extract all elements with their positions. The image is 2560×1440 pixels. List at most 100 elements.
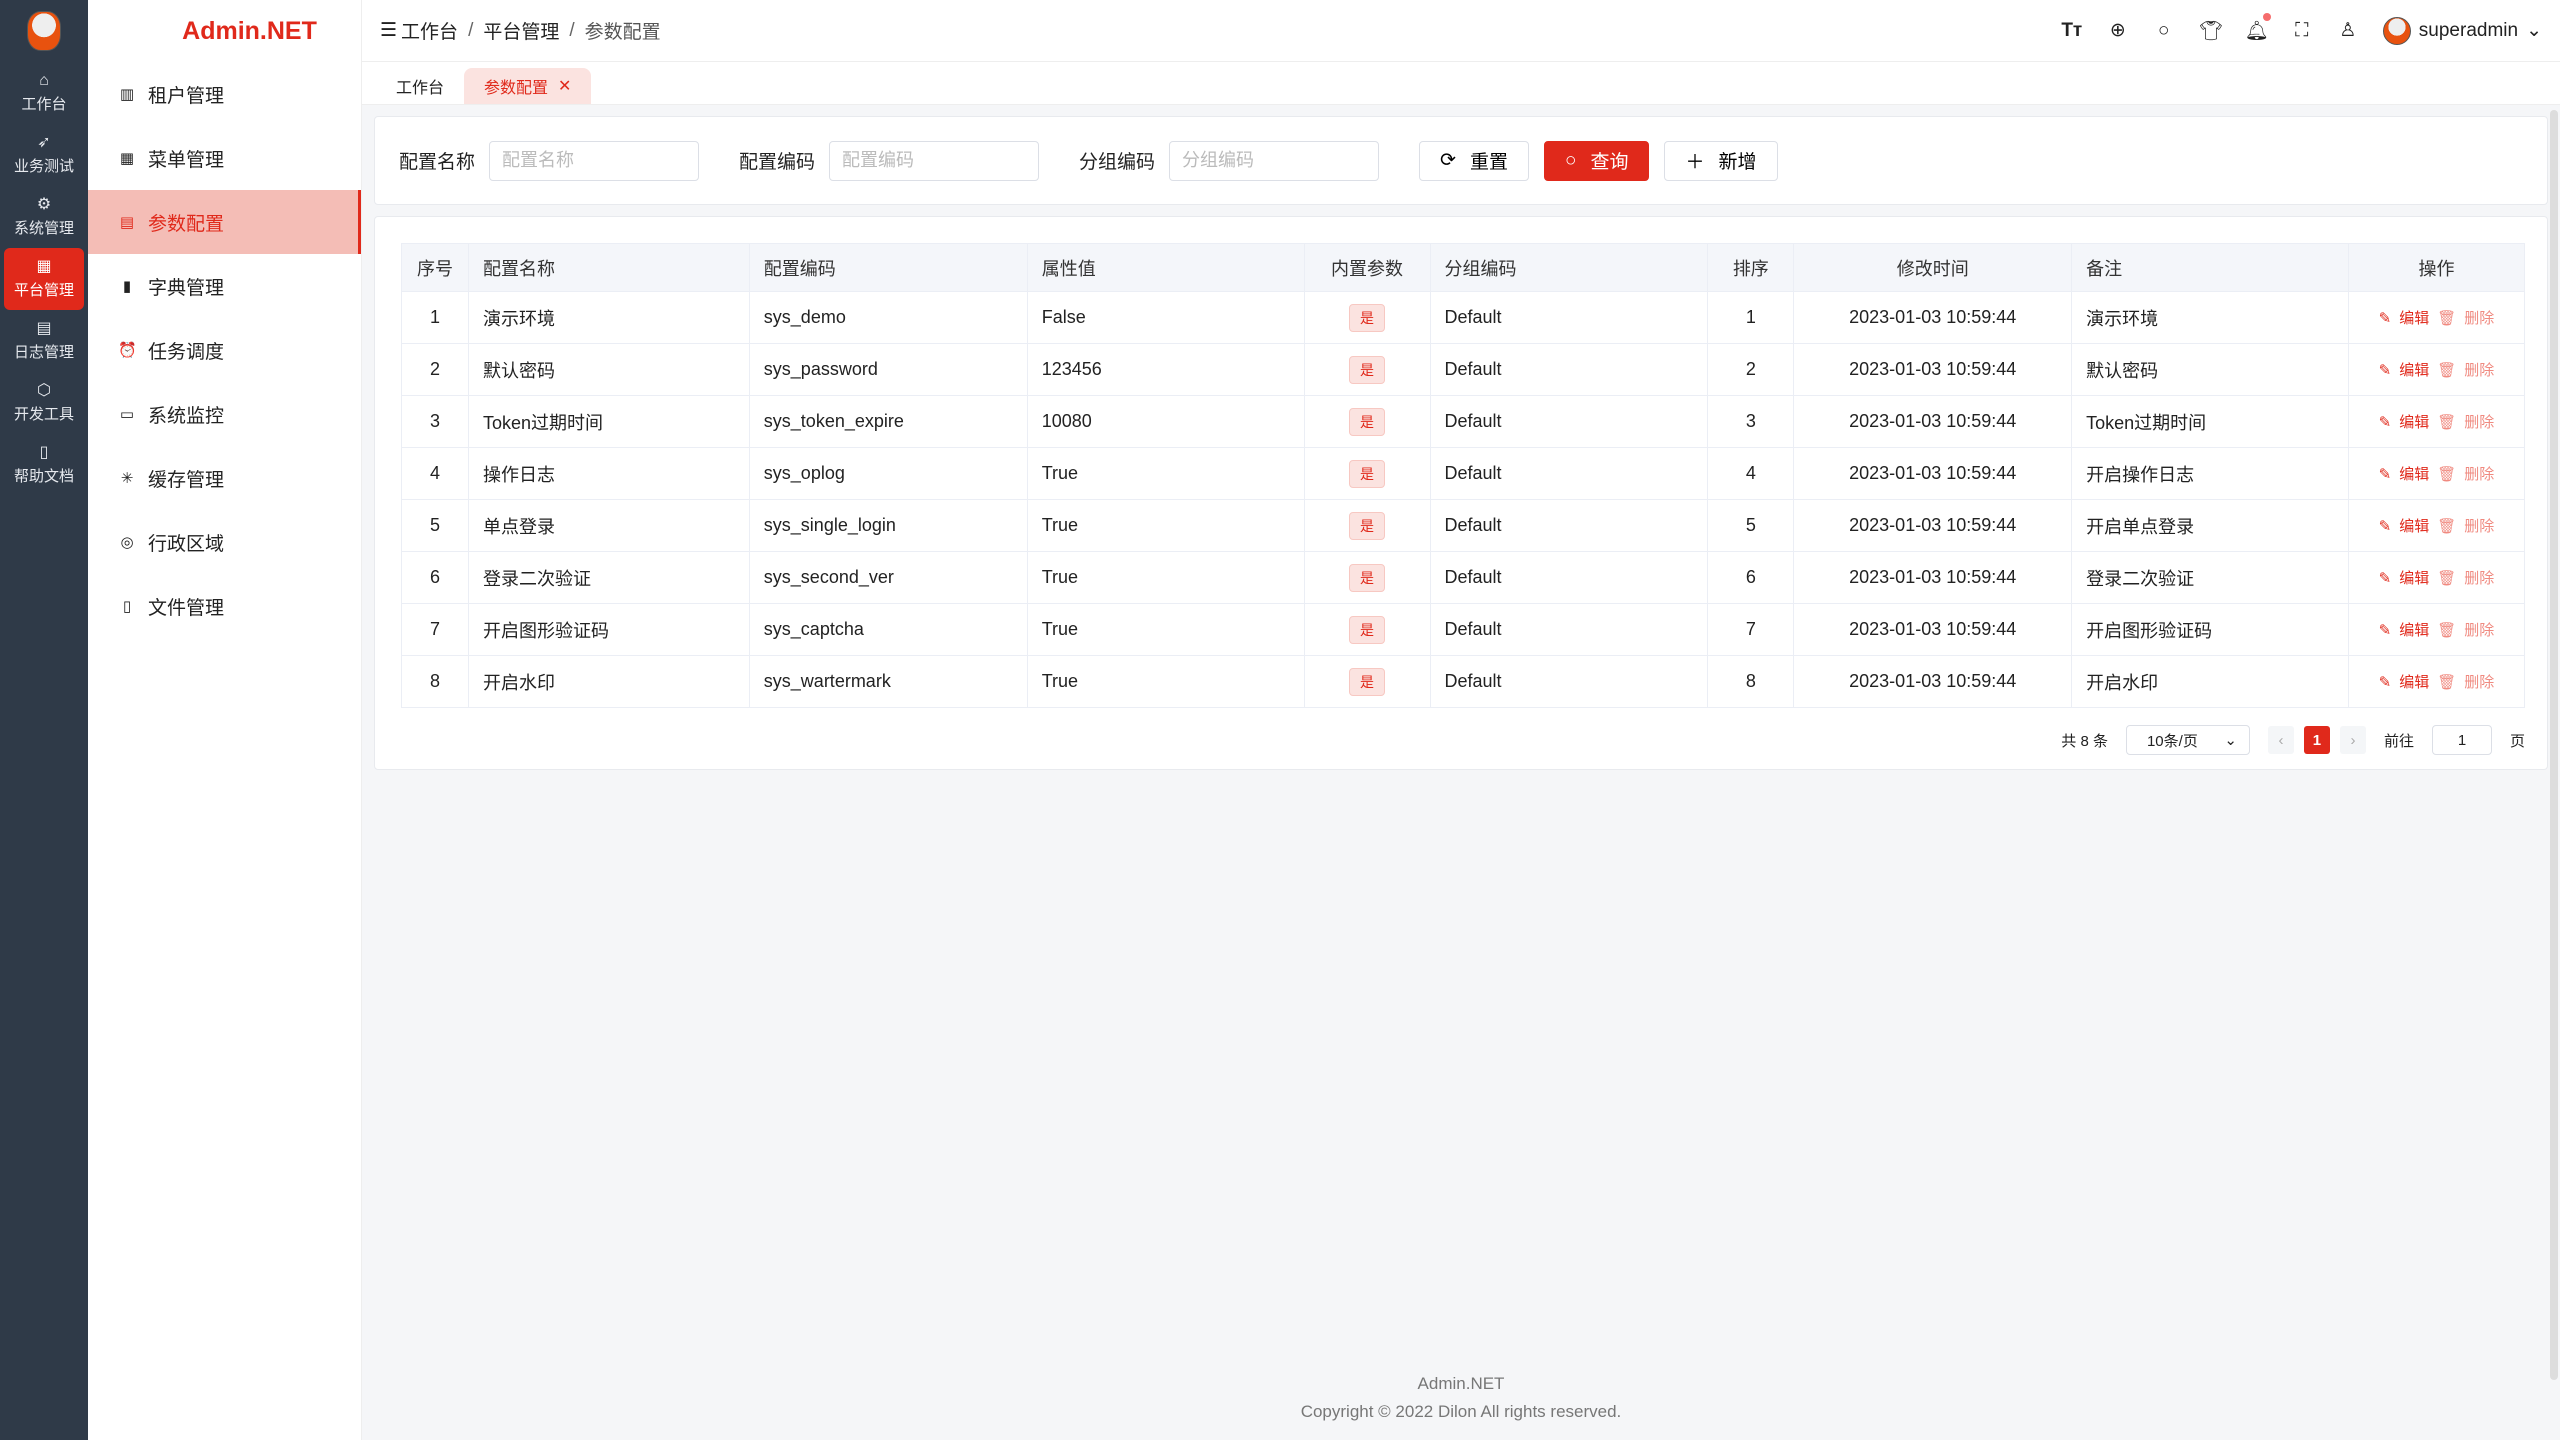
edit-icon[interactable]: ✎ [2378, 569, 2392, 587]
menu-grid-icon: ▦ [119, 150, 135, 167]
delete-button[interactable]: 删除 [2464, 622, 2495, 640]
page-1-button[interactable]: 1 [2303, 726, 2330, 754]
trash-icon[interactable]: 🗑︎ [2437, 673, 2457, 691]
breadcrumb-item[interactable]: 平台管理 [483, 22, 560, 43]
breadcrumb-item[interactable]: 工作台 [401, 22, 459, 43]
delete-button[interactable]: 删除 [2464, 570, 2495, 588]
config-code-input[interactable] [829, 140, 1040, 181]
column-header[interactable]: 排序 [1707, 243, 1795, 292]
username: superadmin [2418, 19, 2519, 41]
search-icon[interactable]: ○ [2158, 19, 2170, 41]
edit-button[interactable]: 编辑 [2399, 466, 2430, 484]
column-header[interactable]: 操作 [2347, 243, 2526, 292]
edit-icon[interactable]: ✎ [2378, 621, 2392, 639]
goto-page-input[interactable]: 1 [2431, 725, 2492, 755]
table-cell: False [1026, 291, 1305, 344]
column-header[interactable]: 内置参数 [1303, 243, 1431, 292]
reset-button[interactable]: ⟳ 重置 [1419, 140, 1529, 181]
sidebar-item[interactable]: ◎ 行政区域 [88, 510, 361, 574]
column-header[interactable]: 配置编码 [748, 243, 1028, 292]
table-cell: sys_captcha [748, 603, 1028, 656]
rail-item[interactable]: ➶ 业务测试 [4, 124, 84, 186]
trash-icon[interactable]: 🗑︎ [2437, 569, 2457, 587]
group-code-input[interactable] [1169, 140, 1380, 181]
tab-config[interactable]: 参数配置 ✕ [464, 68, 592, 104]
column-header[interactable]: 分组编码 [1429, 243, 1709, 292]
rail-item[interactable]: ⚙ 系统管理 [4, 186, 84, 248]
delete-button[interactable]: 删除 [2464, 310, 2495, 328]
user-icon[interactable]: ♙ [2339, 20, 2357, 41]
sidebar-item[interactable]: ▤ 参数配置 [88, 190, 361, 254]
sidebar-item[interactable]: ⏰ 任务调度 [88, 318, 361, 382]
rail-item[interactable]: ▤ 日志管理 [4, 310, 84, 372]
delete-button[interactable]: 删除 [2464, 674, 2495, 692]
theme-shirt-icon[interactable]: 👕︎ [2198, 20, 2223, 42]
edit-icon[interactable]: ✎ [2378, 465, 2392, 483]
table-cell: 默认密码 [2071, 343, 2349, 396]
rail-item[interactable]: ⬡ 开发工具 [4, 372, 84, 434]
add-button[interactable]: ＋ 新增 [1664, 140, 1778, 181]
table-cell: True [1026, 447, 1305, 500]
language-icon[interactable]: ⊕ [2109, 20, 2126, 41]
font-size-icon[interactable]: Tт [2061, 19, 2083, 41]
sidebar-item[interactable]: ▭ 系统监控 [88, 382, 361, 446]
edit-button[interactable]: 编辑 [2399, 414, 2430, 432]
bell-icon[interactable]: 🔔︎ [2245, 12, 2271, 43]
edit-icon[interactable]: ✎ [2378, 517, 2392, 535]
fullscreen-icon[interactable]: ⛶ [2295, 19, 2309, 41]
trash-icon[interactable]: 🗑︎ [2437, 465, 2457, 483]
edit-icon[interactable]: ✎ [2378, 309, 2392, 327]
edit-icon[interactable]: ✎ [2378, 673, 2392, 691]
column-header[interactable]: 修改时间 [1793, 243, 2073, 292]
trash-icon[interactable]: 🗑︎ [2437, 361, 2457, 379]
config-name-input[interactable] [489, 140, 700, 181]
delete-button[interactable]: 删除 [2464, 362, 2495, 380]
delete-button[interactable]: 删除 [2464, 466, 2495, 484]
prev-page-button[interactable]: ‹ [2267, 726, 2294, 754]
close-icon[interactable]: ✕ [558, 78, 572, 95]
edit-button[interactable]: 编辑 [2399, 362, 2430, 380]
location-icon: ◎ [120, 534, 134, 551]
table-cell: 1 [1707, 291, 1795, 344]
menu-toggle-icon[interactable]: ☰ [380, 20, 398, 41]
trash-icon[interactable]: 🗑︎ [2437, 621, 2457, 639]
next-page-button[interactable]: › [2339, 726, 2366, 754]
edit-button[interactable]: 编辑 [2399, 622, 2430, 640]
builtin-tag: 是 [1349, 563, 1386, 592]
edit-button[interactable]: 编辑 [2399, 674, 2430, 692]
edit-button[interactable]: 编辑 [2399, 518, 2430, 536]
trash-icon[interactable]: 🗑︎ [2437, 517, 2457, 535]
scrollbar[interactable] [2550, 110, 2558, 1380]
edit-icon[interactable]: ✎ [2378, 413, 2392, 431]
edit-button[interactable]: 编辑 [2399, 570, 2430, 588]
rail-item[interactable]: ▦ 平台管理 [4, 248, 84, 310]
document-icon: ▯ [122, 598, 132, 615]
sidebar-item[interactable]: ▮ 字典管理 [88, 254, 361, 318]
builtin-tag: 是 [1349, 459, 1386, 488]
sidebar-item[interactable]: ▯ 文件管理 [88, 574, 361, 638]
rail-item[interactable]: ⌂ 工作台 [4, 62, 84, 124]
column-header[interactable]: 属性值 [1026, 243, 1305, 292]
table-cell: Default [1429, 395, 1709, 448]
sidebar-item[interactable]: ✳ 缓存管理 [88, 446, 361, 510]
column-header[interactable]: 配置名称 [467, 243, 750, 292]
delete-button[interactable]: 删除 [2464, 518, 2495, 536]
sidebar-item[interactable]: ▥ 租户管理 [88, 62, 361, 126]
page-size-select[interactable]: 10条/页 ⌄ [2125, 725, 2250, 755]
table-cell: 2023-01-03 10:59:44 [1793, 551, 2073, 604]
delete-button[interactable]: 删除 [2464, 414, 2495, 432]
logo [0, 0, 88, 62]
trash-icon[interactable]: 🗑︎ [2437, 413, 2457, 431]
column-header[interactable]: 备注 [2071, 243, 2349, 292]
rail-item[interactable]: ▯ 帮助文档 [4, 434, 84, 496]
tab-workbench[interactable]: 工作台 [376, 68, 464, 104]
edit-icon[interactable]: ✎ [2378, 361, 2392, 379]
column-header[interactable]: 序号 [401, 243, 469, 292]
trash-icon[interactable]: 🗑︎ [2437, 309, 2457, 327]
edit-button[interactable]: 编辑 [2399, 310, 2430, 328]
sidebar-item[interactable]: ▦ 菜单管理 [88, 126, 361, 190]
sidebar-item-label: 租户管理 [148, 85, 225, 107]
table-cell: 2 [1707, 343, 1795, 396]
query-button[interactable]: ○ 查询 [1543, 140, 1650, 181]
user-menu[interactable]: superadmin ⌄ [2382, 16, 2542, 45]
